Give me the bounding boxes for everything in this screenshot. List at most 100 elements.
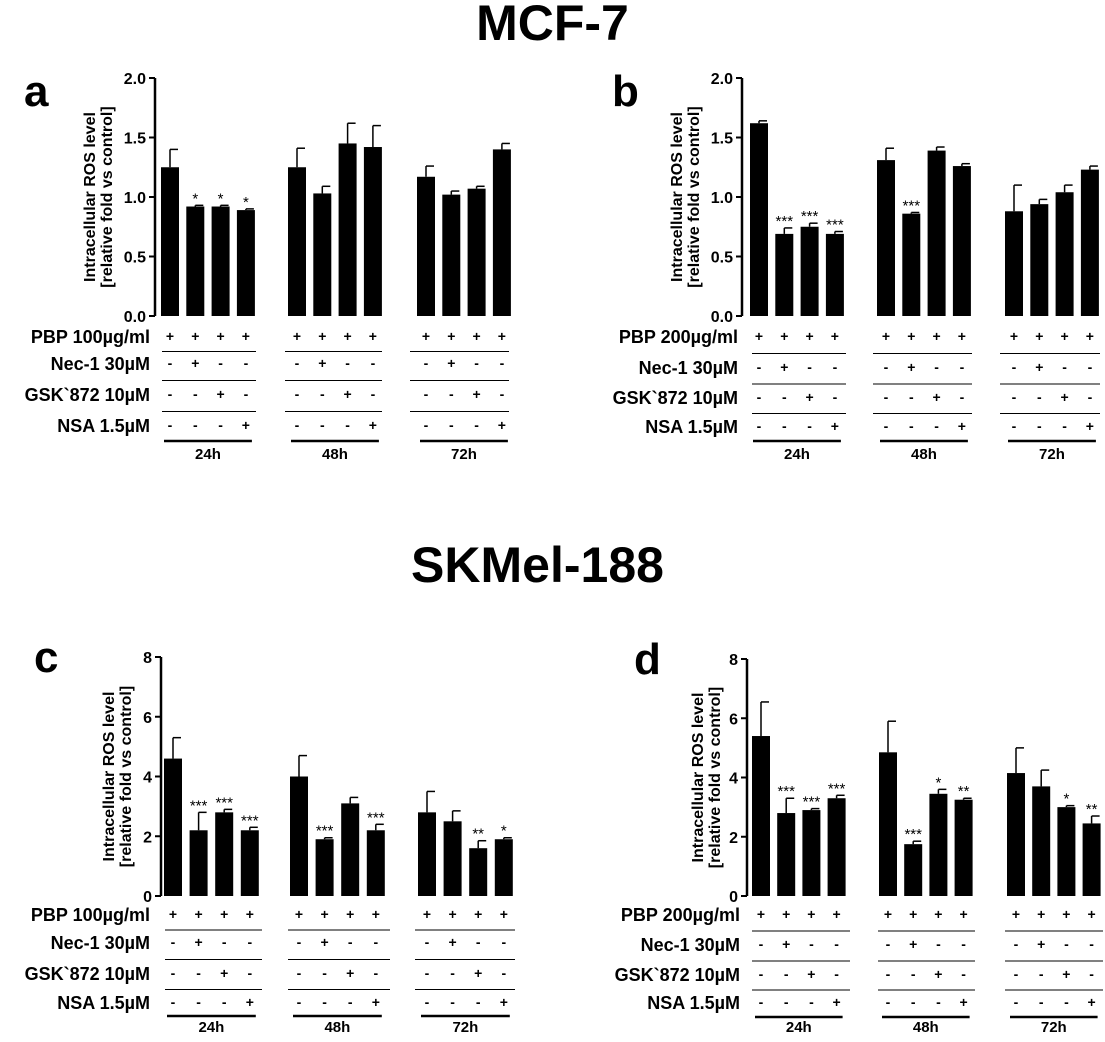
panel-a-treatment-sign: - [168, 386, 173, 402]
panel-b-time-label: 72h [1039, 446, 1065, 463]
panel-d-treatment-sign: + [934, 906, 942, 922]
panel-b-treatment-label: NSA 1.5µM [645, 417, 738, 437]
panel-c-treatment-sign: - [171, 934, 176, 950]
panel-d-treatment-sign: - [886, 966, 891, 982]
panel-c-treatment-sign: - [425, 965, 430, 981]
panel-a-bar [236, 210, 255, 316]
panel-a-bar [492, 149, 511, 316]
panel-c-treatment-sign: - [425, 934, 430, 950]
panel-b-treatment-sign: + [1061, 328, 1069, 344]
panel-a-time-label: 24h [195, 446, 221, 463]
panel-b-treatment-sign: - [1037, 418, 1042, 434]
panel-a-treatment-sign: + [191, 328, 199, 344]
panel-d-treatment-sign: - [759, 994, 764, 1010]
panel-c-treatment-sign: + [321, 906, 329, 922]
panel-d-bar [904, 844, 923, 896]
panel-a-treatment-label: PBP 100µg/ml [31, 327, 150, 347]
panel-a-treatment-sign: + [318, 355, 326, 371]
panel-b-bar [775, 233, 794, 316]
panel-d-bar [1057, 807, 1076, 896]
panel-d-treatment-sign: + [1037, 936, 1045, 952]
panel-c-y-tick-label: 8 [143, 650, 152, 667]
panel-a-treatment-sign: - [424, 355, 429, 371]
panel-c-bar [418, 812, 436, 896]
panel-d-bar [879, 752, 897, 896]
panel-c-y-axis-label: [relative fold vs control] [118, 686, 135, 867]
panel-c-treatment-sign: + [295, 906, 303, 922]
panel-d-y-tick-label: 2 [729, 830, 738, 847]
panel-c-treatment-sign: - [501, 934, 506, 950]
panel-d-treatment-sign: - [886, 936, 891, 952]
panel-c-bar [215, 812, 234, 896]
panel-d-treatment-sign: - [784, 994, 789, 1010]
panel-c-treatment-sign: - [501, 965, 506, 981]
panel-b-treatment-label: PBP 200µg/ml [619, 327, 738, 347]
panel-d-significance-stars: *** [803, 794, 821, 811]
panel-a-treatment-sign: - [244, 386, 249, 402]
panel-c-treatment-sign: - [450, 965, 455, 981]
panel-b-treatment-sign: - [960, 389, 965, 405]
panel-a-treatment-sign: - [500, 386, 505, 402]
panel-d-treatment-sign: - [936, 936, 941, 952]
panel-b-treatment-sign: + [958, 418, 966, 434]
panel-c-significance-stars: *** [316, 823, 334, 840]
panel-c-y-tick-label: 4 [143, 770, 152, 787]
panel-d-bar [1007, 773, 1025, 896]
panel-a-bar [417, 176, 435, 316]
panel-d-treatment-sign: - [759, 966, 764, 982]
panel-a-treatment-sign: - [295, 417, 300, 433]
panel-c-bar [469, 848, 488, 896]
panel-a-treatment-label: NSA 1.5µM [57, 416, 150, 436]
panel-b-treatment-sign: - [807, 359, 812, 375]
panel-b-time-label: 48h [911, 446, 937, 463]
panel-d-treatment-sign: + [833, 994, 841, 1010]
panel-b-treatment-sign: - [934, 359, 939, 375]
panel-a-treatment-sign: - [449, 386, 454, 402]
panel-c-bar [240, 830, 259, 896]
panel-b-treatment-sign: + [780, 359, 788, 375]
panel-a-y-axis-label: Intracellular ROS level [82, 112, 99, 282]
panel-c-significance-stars: *** [215, 794, 233, 811]
panel-b-treatment-sign: + [780, 328, 788, 344]
panel-c-treatment-sign: + [220, 906, 228, 922]
panel-b-bar [902, 213, 921, 316]
panel-c-treatment-sign: + [195, 906, 203, 922]
panel-a-treatment-sign: - [474, 355, 479, 371]
panel-a-y-axis-label: [relative fold vs control] [99, 106, 116, 287]
panel-c-treatment-sign: - [450, 994, 455, 1010]
panel-a-treatment-sign: - [218, 417, 223, 433]
panel-c-treatment-sign: + [423, 906, 431, 922]
panel-c-time-label: 48h [324, 1019, 350, 1036]
panel-d-treatment-sign: + [909, 906, 917, 922]
panel-c-treatment-sign: - [222, 994, 227, 1010]
panel-d-significance-stars: *** [904, 826, 922, 843]
panel-a-treatment-sign: - [474, 417, 479, 433]
panel-a-treatment-sign: - [500, 355, 505, 371]
panel-c-treatment-sign: + [500, 906, 508, 922]
panel-b-treatment-sign: - [757, 359, 762, 375]
group-title-skmel188: SKMel-188 [411, 537, 664, 593]
panel-a-treatment-sign: - [295, 355, 300, 371]
panel-a-treatment-sign: - [295, 386, 300, 402]
panel-b-treatment-sign: + [933, 389, 941, 405]
panel-a-bar [211, 206, 230, 316]
panel-d-treatment-sign: + [934, 966, 942, 982]
group-title-mcf7: MCF-7 [476, 0, 629, 51]
panel-b-treatment-sign: + [1086, 328, 1094, 344]
panel-b-treatment-sign: - [757, 418, 762, 434]
panel-d-treatment-sign: - [1064, 936, 1069, 952]
panel-d-y-axis-label: Intracellular ROS level [690, 693, 707, 863]
panel-a-y-tick-label: 0.0 [124, 309, 146, 326]
panel-b-treatment-sign: - [807, 418, 812, 434]
panel-a-treatment-sign: + [344, 386, 352, 402]
panel-b-bar [1080, 169, 1099, 316]
panel-c-bar [366, 830, 385, 896]
panel-d-treatment-sign: - [784, 966, 789, 982]
panel-b-treatment-sign: + [831, 328, 839, 344]
panel-b-treatment-sign: - [782, 418, 787, 434]
panel-a-treatment-sign: + [447, 328, 455, 344]
panel-d-treatment-sign: + [1088, 994, 1096, 1010]
panel-c-treatment-sign: + [372, 994, 380, 1010]
panel-c-y-tick-label: 6 [143, 710, 152, 727]
